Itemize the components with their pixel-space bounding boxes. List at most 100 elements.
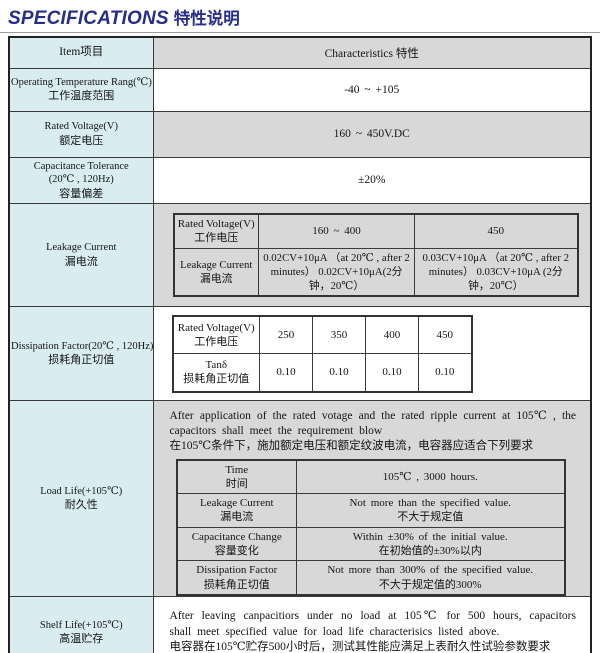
label-chinese: 工作电压 (194, 232, 239, 245)
label-chinese: 工作温度范围 (48, 90, 115, 103)
dissipation-voltage-250: 250 (259, 315, 313, 355)
dissipation-requirement: Not more than 300% of the specified valu… (296, 560, 565, 596)
tan-delta-350: 0.10 (312, 353, 366, 393)
leakage-current-detail: Rated Voltage(V) 工作电压 160 ~ 400 450 Leak… (152, 203, 592, 308)
title-chinese: 特性说明 (173, 10, 240, 28)
rated-voltage-value: 160 ~ 450V.DC (152, 110, 592, 158)
leakage-subtable-value-row: Leakage Current 漏电流 0.02CV+10μA （at 20℃ … (173, 247, 578, 297)
row-shelf-life: Shelf Life(+105℃) 高温贮存 After leaving can… (8, 595, 592, 653)
load-life-detail: After application of the rated votage an… (152, 400, 592, 597)
tan-delta-label: Tanδ 损耗角正切值 (172, 353, 260, 393)
label-condition: (20℃ , 120Hz) (48, 174, 114, 186)
row-rated-voltage: Rated Voltage(V) 额定电压 160 ~ 450V.DC (8, 110, 592, 158)
dissipation-voltage-header: Rated Voltage(V) 工作电压 (172, 315, 260, 355)
label-chinese: 漏电流 (64, 255, 98, 268)
label-english: Leakage Current (46, 242, 117, 254)
leakage-value-160-400: 0.02CV+10μA （at 20℃ , after 2 minutes） 0… (258, 247, 415, 297)
leakage-subtable-header-row: Rated Voltage(V) 工作电压 160 ~ 400 450 (173, 213, 578, 249)
value-english: Within ±30% of the initial value. (352, 530, 508, 543)
dissipation-voltage-350: 350 (312, 315, 366, 355)
label-english: Time (225, 463, 249, 476)
label-english: Rated Voltage(V) (44, 121, 118, 133)
label-english: Load Life(+105℃) (40, 485, 123, 497)
value-chinese: 不大于规定值 (397, 511, 464, 524)
dissipation-subtable-value-row: Tanδ 损耗角正切值 0.10 0.10 0.10 0.10 (172, 353, 472, 393)
label-chinese: 容量变化 (214, 545, 259, 558)
label-english: Tanδ (205, 359, 228, 372)
capacitance-change-label: Capacitance Change 容量变化 (176, 526, 297, 562)
leakage-current-subtable: Rated Voltage(V) 工作电压 160 ~ 400 450 Leak… (172, 213, 579, 298)
tan-delta-450: 0.10 (418, 353, 472, 393)
capacitance-tolerance-label: Capacitance Tolerance (20℃ , 120Hz) 容量偏差 (8, 156, 154, 205)
load-life-subtable: Time 时间 105℃ , 3000 hours. Leakage Curre… (175, 458, 566, 596)
text-chinese: 电容器在105℃贮存500小时后，测试其性能应满足上表耐久性试验参数要求 (169, 641, 551, 653)
label-english: Rated Voltage(V) (177, 321, 255, 334)
label-chinese: 时间 (225, 477, 248, 490)
row-load-life: Load Life(+105℃) 耐久性 After application o… (8, 400, 592, 597)
label-english: Dissipation Factor(20℃ , 120Hz) (11, 340, 154, 352)
label-chinese: 损耗角正切值 (183, 373, 250, 386)
leakage-requirement: Not more than the specified value. 不大于规定… (296, 493, 565, 528)
title-english: SPECIFICATIONS (8, 8, 169, 29)
shelf-life-label: Shelf Life(+105℃) 高温贮存 (8, 595, 154, 653)
label-english: Capacitance Tolerance (33, 160, 129, 172)
value-chinese: 在初始值的±30%以内 (378, 545, 482, 558)
dissipation-label: Dissipation Factor 损耗角正切值 (176, 560, 297, 596)
header-item-cell: Item项目 (8, 36, 154, 69)
label-english: Operating Temperature Rang(℃) (11, 76, 152, 88)
leakage-voltage-header: Rated Voltage(V) 工作电压 (173, 213, 259, 249)
intro-chinese: 在105℃条件下，施加额定电压和额定纹波电流，电容器应适合下列要求 (169, 440, 534, 453)
time-value: 105℃ , 3000 hours. (296, 459, 565, 495)
label-chinese: 容量偏差 (59, 187, 104, 200)
time-label: Time 时间 (176, 459, 297, 495)
load-life-dissipation-row: Dissipation Factor 损耗角正切值 Not more than … (176, 560, 565, 596)
label-chinese: 工作电压 (194, 335, 239, 348)
table-header-row: Item项目 Characteristics 特性 (8, 36, 592, 69)
text-english: After leaving canpacitiors under no load… (169, 610, 577, 638)
label-english: Rated Voltage(V) (177, 218, 255, 231)
row-leakage-current: Leakage Current 漏电流 Rated Voltage(V) 工作电… (8, 203, 592, 308)
load-life-label: Load Life(+105℃) 耐久性 (8, 400, 154, 597)
shelf-life-detail: After leaving canpacitiors under no load… (152, 595, 592, 653)
label-english: Capacitance Change (191, 530, 282, 543)
label-english: Leakage Current (199, 497, 274, 510)
row-dissipation-factor: Dissipation Factor(20℃ , 120Hz) 损耗角正切值 R… (8, 306, 592, 402)
header-characteristics-cell: Characteristics 特性 (152, 36, 592, 69)
leakage-label: Leakage Current 漏电流 (176, 493, 297, 528)
label-chinese: 漏电流 (200, 272, 233, 285)
intro-english: After application of the rated votage an… (169, 410, 577, 438)
specifications-table: Item项目 Characteristics 特性 Operating Temp… (8, 36, 592, 653)
label-chinese: 损耗角正切值 (203, 578, 270, 591)
label-chinese: 损耗角正切值 (48, 354, 115, 367)
value-chinese: 不大于规定值的300% (378, 578, 482, 591)
leakage-value-450: 0.03CV+10μA （at 20℃ , after 2 minutes） 0… (414, 247, 578, 297)
load-life-leakage-row: Leakage Current 漏电流 Not more than the sp… (176, 493, 565, 528)
shelf-life-text: After leaving canpacitiors under no load… (154, 609, 591, 653)
tan-delta-250: 0.10 (259, 353, 313, 393)
rated-voltage-label: Rated Voltage(V) 额定电压 (8, 110, 154, 158)
value-english: Not more than 300% of the specified valu… (327, 564, 534, 577)
operating-temperature-value: -40 ~ +105 (152, 67, 592, 112)
dissipation-voltage-450: 450 (418, 315, 472, 355)
dissipation-factor-subtable: Rated Voltage(V) 工作电压 250 350 400 450 (171, 314, 473, 393)
operating-temperature-label: Operating Temperature Rang(℃) 工作温度范围 (8, 67, 154, 112)
capacitance-change-requirement: Within ±30% of the initial value. 在初始值的±… (296, 526, 565, 562)
value-english: Not more than the specified value. (349, 497, 511, 510)
load-life-time-row: Time 时间 105℃ , 3000 hours. (176, 459, 565, 495)
label-english: Leakage Current (180, 258, 253, 271)
row-capacitance-tolerance: Capacitance Tolerance (20℃ , 120Hz) 容量偏差… (8, 156, 592, 205)
label-chinese: 高温贮存 (59, 633, 104, 646)
load-life-capacitance-row: Capacitance Change 容量变化 Within ±30% of t… (176, 526, 565, 562)
leakage-voltage-range-1: 160 ~ 400 (258, 213, 415, 249)
leakage-row-label: Leakage Current 漏电流 (173, 247, 259, 297)
load-life-intro: After application of the rated votage an… (154, 409, 591, 455)
label-chinese: 额定电压 (59, 134, 104, 147)
row-operating-temperature: Operating Temperature Rang(℃) 工作温度范围 -40… (8, 67, 592, 112)
leakage-voltage-range-2: 450 (414, 213, 578, 249)
dissipation-factor-detail: Rated Voltage(V) 工作电压 250 350 400 450 (152, 306, 592, 402)
leakage-current-label: Leakage Current 漏电流 (8, 203, 154, 308)
dissipation-voltage-400: 400 (365, 315, 419, 355)
capacitance-tolerance-value: ±20% (152, 156, 592, 205)
dissipation-subtable-header-row: Rated Voltage(V) 工作电压 250 350 400 450 (172, 315, 472, 355)
